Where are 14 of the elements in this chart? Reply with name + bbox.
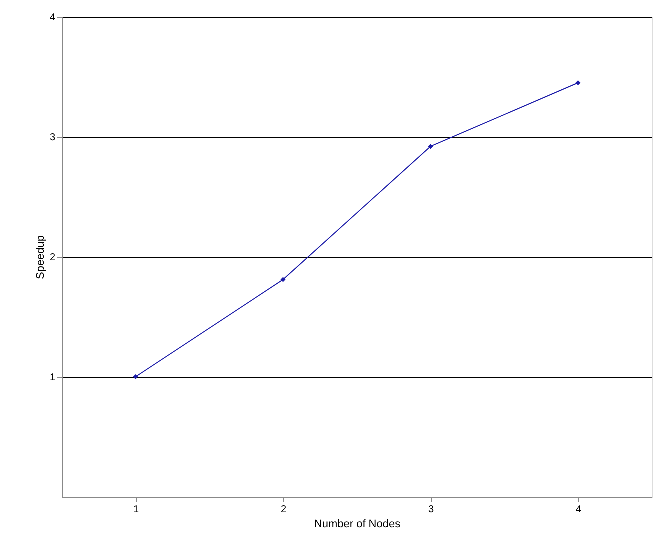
x-tick-label: 1 [133,504,140,516]
x-axis-title: Number of Nodes [314,518,402,530]
y-tick-label: 1 [50,372,56,384]
x-tick-label: 2 [280,504,287,516]
y-axis-title: Speedup [34,235,47,280]
y-tick-label: 2 [50,252,56,264]
point [280,277,286,282]
point [133,374,138,380]
x-tick-label: 3 [428,504,434,516]
y-tick-label: 4 [50,12,56,24]
point [428,144,434,150]
x-tick-label: 4 [576,504,582,516]
y-tick-label: 3 [50,132,56,144]
point [576,80,581,86]
